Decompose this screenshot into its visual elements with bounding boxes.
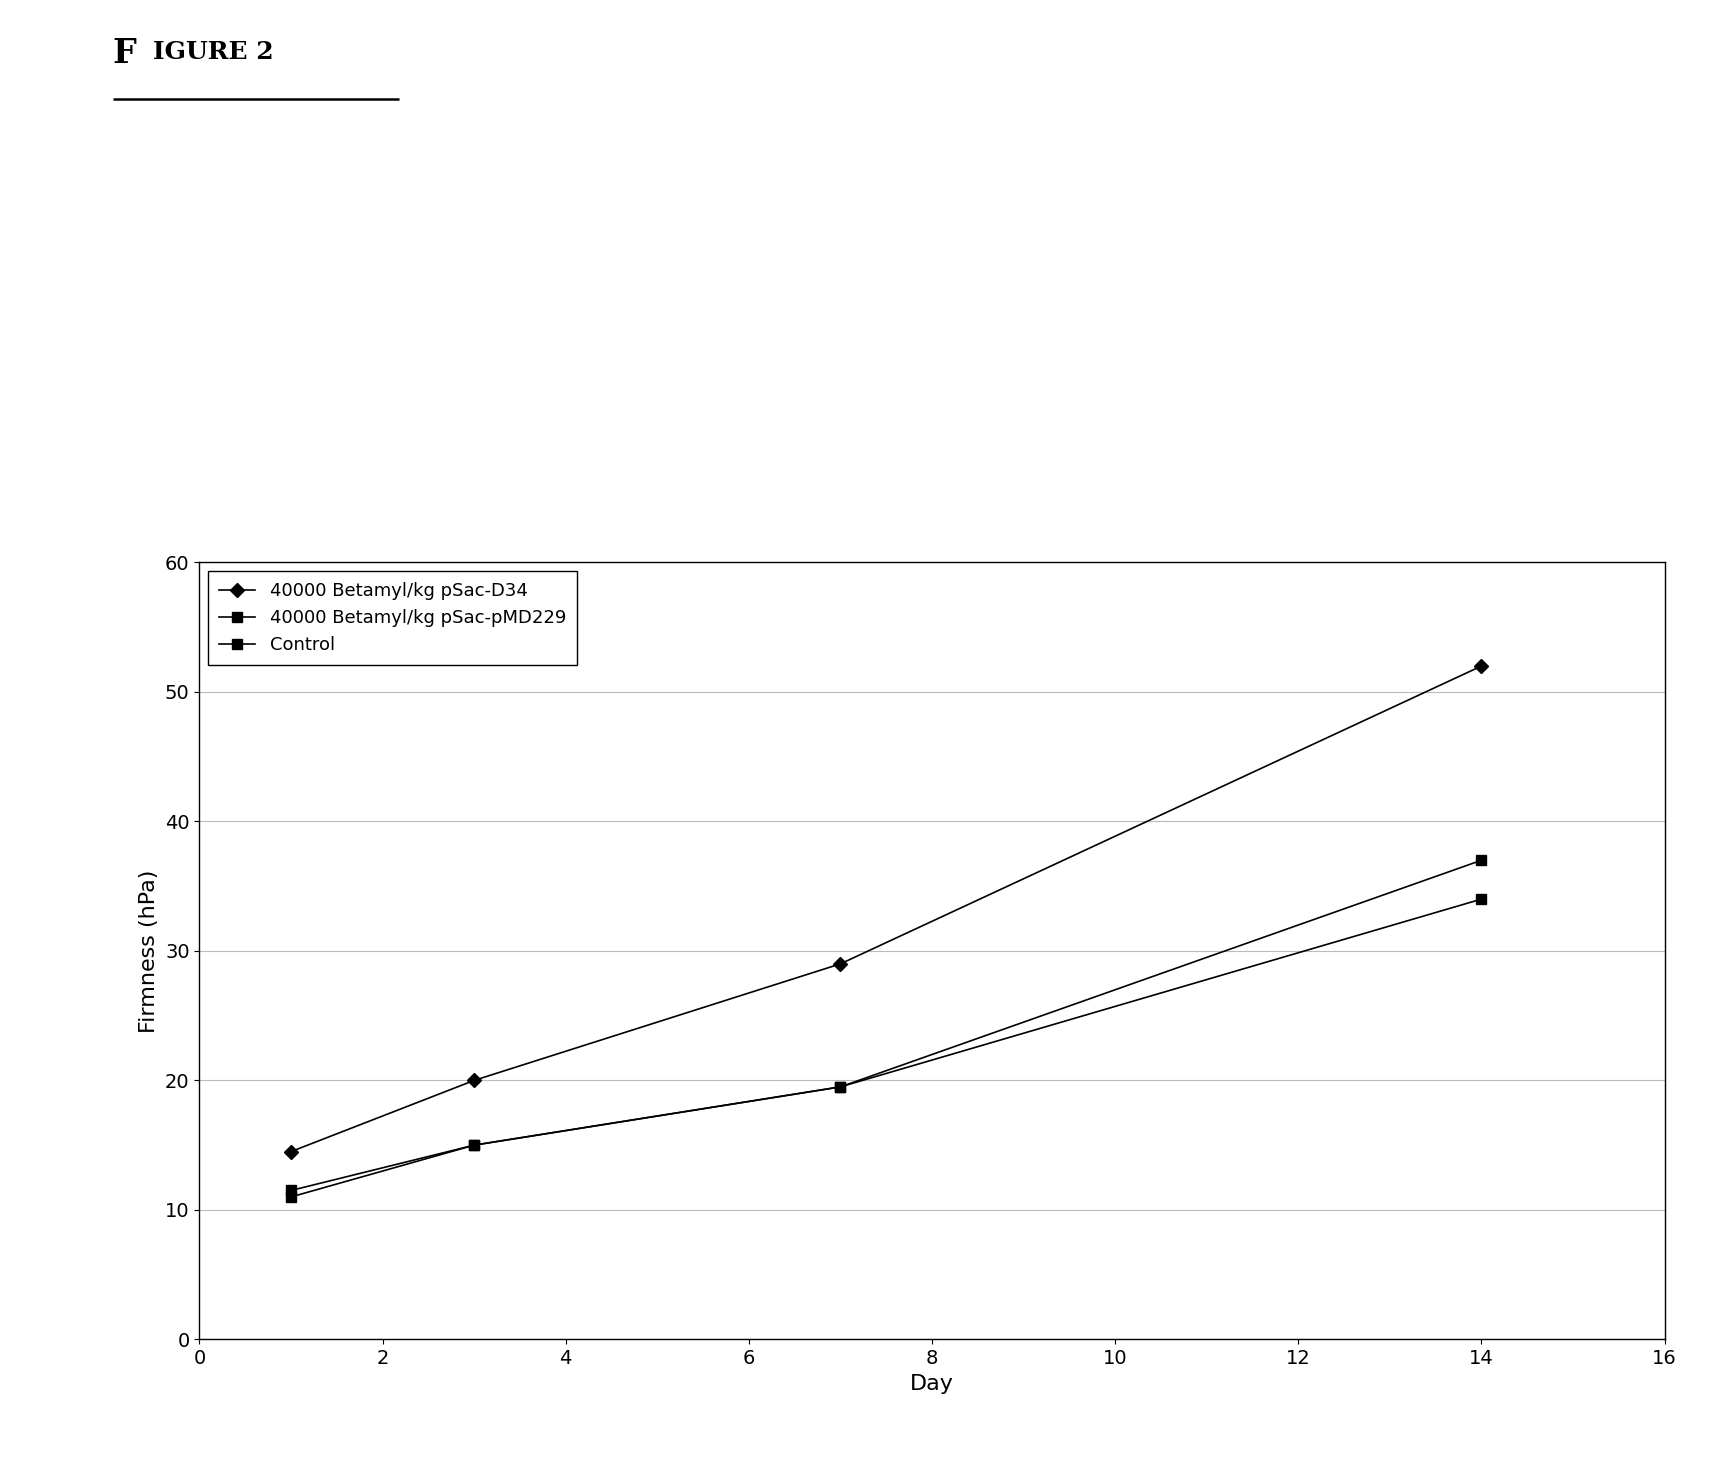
Line: 40000 Betamyl/kg pSac-pMD229: 40000 Betamyl/kg pSac-pMD229	[286, 855, 1486, 1196]
Control	[1470, 889, 1491, 907]
Control	[831, 1077, 851, 1095]
X-axis label: Day: Day	[910, 1373, 954, 1394]
40000 Betamyl/kg pSac-D34	[831, 955, 851, 972]
Control	[281, 1188, 302, 1206]
40000 Betamyl/kg pSac-pMD229	[1470, 851, 1491, 869]
Text: IGURE 2: IGURE 2	[153, 40, 274, 64]
Text: F: F	[113, 37, 137, 70]
40000 Betamyl/kg pSac-D34	[463, 1072, 484, 1089]
Legend: 40000 Betamyl/kg pSac-D34, 40000 Betamyl/kg pSac-pMD229, Control: 40000 Betamyl/kg pSac-D34, 40000 Betamyl…	[208, 571, 577, 665]
Y-axis label: Firmness (hPa): Firmness (hPa)	[139, 869, 160, 1033]
40000 Betamyl/kg pSac-pMD229	[831, 1077, 851, 1095]
Line: 40000 Betamyl/kg pSac-D34: 40000 Betamyl/kg pSac-D34	[286, 662, 1486, 1156]
40000 Betamyl/kg pSac-D34	[281, 1143, 302, 1160]
40000 Betamyl/kg pSac-D34	[1470, 657, 1491, 675]
Line: Control: Control	[286, 894, 1486, 1202]
40000 Betamyl/kg pSac-pMD229	[281, 1181, 302, 1199]
40000 Betamyl/kg pSac-pMD229	[463, 1137, 484, 1154]
Control	[463, 1137, 484, 1154]
